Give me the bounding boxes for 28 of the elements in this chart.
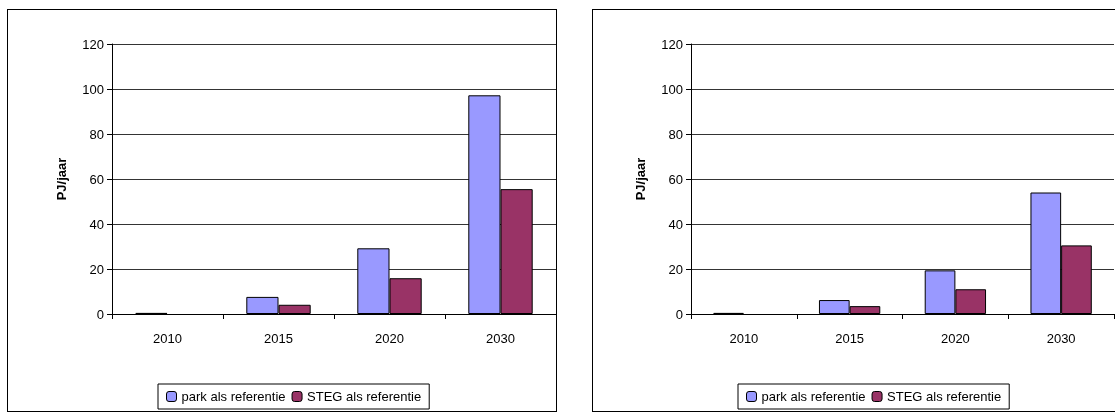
y-tick-label: 80 [668, 126, 683, 142]
y-tick-label: 120 [82, 36, 104, 52]
y-axis-title: PJ/jaar [633, 157, 648, 201]
x-tick-label: 2015 [835, 331, 865, 346]
legend-label: STEG als referentie [307, 389, 422, 404]
y-tick-label: 120 [661, 36, 683, 52]
y-tick-label: 60 [668, 171, 683, 187]
x-tick-label: 2010 [153, 331, 182, 346]
y-tick-label: 20 [668, 261, 683, 277]
x-tick-label: 2010 [729, 331, 759, 346]
legend-label: STEG als referentie [887, 389, 1002, 404]
x-tick-label: 2020 [940, 331, 970, 346]
x-tick-label: 2030 [486, 331, 515, 346]
y-axis-title: PJ/jaar [54, 157, 69, 201]
y-tick-label: 0 [675, 306, 683, 322]
x-tick-label: 2020 [375, 331, 404, 346]
x-tick-label: 2030 [1046, 331, 1076, 346]
y-tick-label: 100 [661, 81, 683, 97]
y-tick-label: 100 [82, 81, 104, 97]
legend-label: park als referentie [181, 389, 286, 404]
y-tick-label: 80 [89, 126, 104, 142]
y-tick-label: 0 [96, 306, 104, 322]
legend-label: park als referentie [761, 389, 866, 404]
x-tick-label: 2015 [264, 331, 293, 346]
y-tick-label: 60 [89, 171, 104, 187]
y-tick-label: 40 [89, 216, 104, 232]
y-tick-label: 40 [668, 216, 683, 232]
y-tick-label: 20 [89, 261, 104, 277]
